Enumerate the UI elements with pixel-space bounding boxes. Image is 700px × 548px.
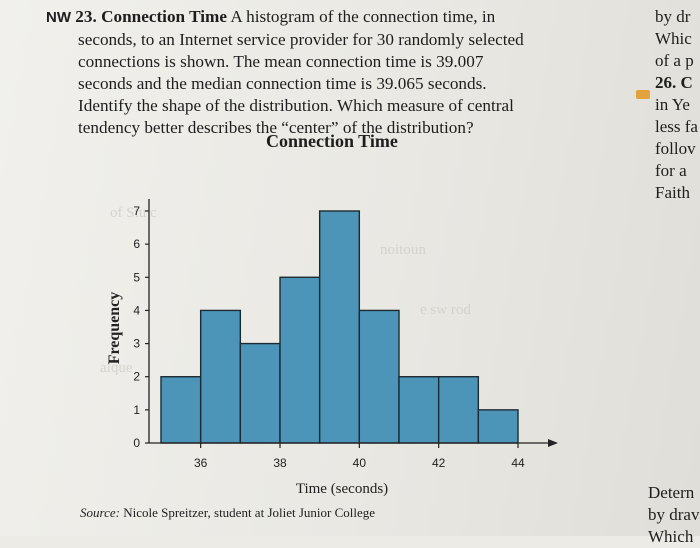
- x-axis-label: Time (seconds): [296, 481, 388, 497]
- histogram-bar: [477, 409, 519, 444]
- right-line: Faith: [655, 183, 690, 202]
- y-axis-label: Frequency: [106, 292, 123, 365]
- x-tick-label: 42: [432, 456, 446, 470]
- x-tick-label: 44: [511, 456, 525, 470]
- x-tick-label: 38: [273, 456, 287, 470]
- y-tick-label: 3: [133, 337, 140, 351]
- histogram-bar: [160, 376, 202, 444]
- right-line: follov: [655, 139, 696, 158]
- chart-title: Connection Time: [266, 131, 398, 151]
- axes-group: 0 1 2 3 4 5 6 7 36 38 40 42 44: [133, 199, 558, 470]
- right-column-bottom-text: Detern by drav Which: [648, 482, 699, 548]
- y-tick-label: 2: [133, 370, 140, 384]
- problem-title: Connection Time: [101, 7, 227, 26]
- bar-group: [160, 210, 519, 444]
- histogram-bar: [358, 309, 400, 444]
- problem-line: NW 23. Connection Time A histogram of th…: [46, 6, 606, 29]
- source-text: Nicole Spreitzer, student at Joliet Juni…: [123, 505, 376, 520]
- problem-line: Identify the shape of the distribution. …: [78, 96, 514, 115]
- bleed-through-text: noitoun: [380, 242, 426, 258]
- y-tick-label: 4: [133, 303, 140, 317]
- right-line: Detern: [648, 483, 695, 502]
- problem-line: connections is shown. The mean connectio…: [78, 52, 484, 71]
- y-tick-label: 0: [133, 436, 140, 450]
- right-item-number: 26. C: [655, 73, 693, 92]
- right-line: by dr: [655, 7, 691, 26]
- problem-number: 23.: [75, 7, 97, 26]
- histogram-bar: [239, 342, 281, 444]
- right-line: by drav: [648, 505, 700, 524]
- bleed-through-text: of Stu c: [110, 205, 157, 221]
- source-note: Source: Nicole Spreitzer, student at Jol…: [80, 505, 375, 521]
- problem-line: seconds and the median connection time i…: [78, 74, 487, 93]
- exercise-marker-icon: [636, 90, 650, 99]
- problem-line: seconds, to an Internet service provider…: [78, 30, 524, 49]
- histogram-bar: [199, 309, 242, 444]
- right-line: for a: [655, 161, 687, 180]
- right-line: Whic: [655, 29, 692, 48]
- x-tick-label: 40: [353, 456, 367, 470]
- right-line: of a p: [655, 51, 694, 70]
- problem-text: A histogram of the connection time, in: [230, 7, 496, 26]
- right-line: in Ye: [655, 95, 690, 114]
- y-tick-label: 6: [133, 237, 140, 251]
- y-tick-label: 5: [133, 270, 140, 284]
- histogram-chart: 0 1 2 3 4 5 6 7 36 38 40 42 44 Frequency Time (secon…: [106, 199, 558, 497]
- problem-line: tendency better describes the “center” o…: [78, 118, 474, 137]
- histogram-bar: [398, 376, 440, 444]
- problem-23: NW 23. Connection Time A histogram of th…: [46, 6, 638, 139]
- histogram-bar: [437, 376, 480, 444]
- source-label: Source:: [80, 505, 120, 520]
- right-column-text: by dr Whic of a p 26. C in Ye less fa fo…: [655, 6, 698, 204]
- x-axis-arrow-icon: [548, 439, 558, 447]
- y-tick-label: 7: [133, 204, 140, 218]
- problem-label: NW: [46, 9, 71, 26]
- histogram-bar: [318, 210, 361, 444]
- y-tick-label: 1: [133, 403, 140, 417]
- right-line: less fa: [655, 117, 698, 136]
- histogram-bar: [279, 276, 321, 444]
- x-tick-label: 36: [194, 456, 208, 470]
- bleed-through-text: alque: [100, 360, 133, 376]
- bleed-through-text: e sw rod: [420, 302, 471, 318]
